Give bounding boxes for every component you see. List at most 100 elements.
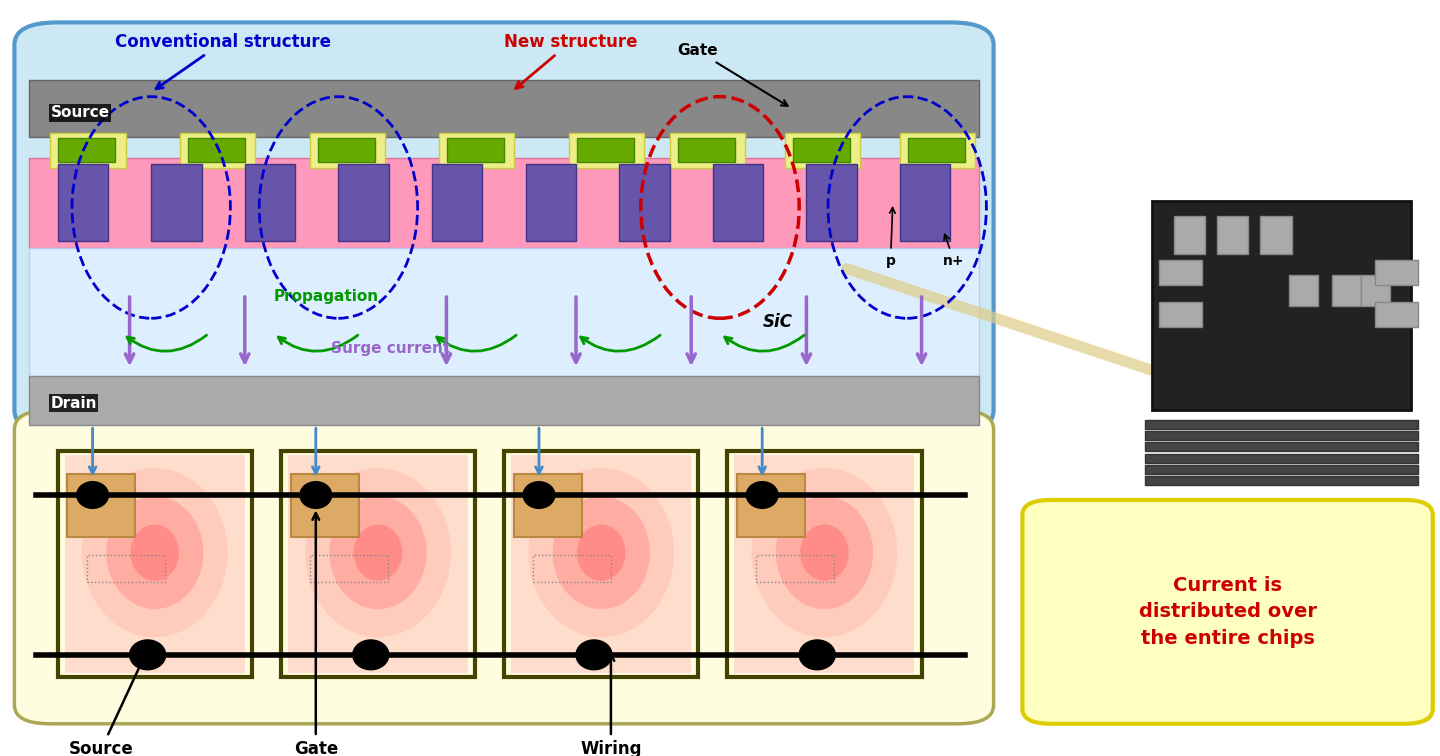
Bar <box>446 138 504 162</box>
Bar <box>58 451 252 677</box>
FancyBboxPatch shape <box>14 411 994 723</box>
Ellipse shape <box>553 496 649 609</box>
Bar <box>1174 216 1205 254</box>
Bar <box>576 138 634 162</box>
Ellipse shape <box>801 525 848 581</box>
Ellipse shape <box>131 525 179 581</box>
Bar <box>670 133 744 168</box>
Ellipse shape <box>82 468 228 637</box>
Bar <box>187 138 245 162</box>
Text: n+: n+ <box>943 234 965 268</box>
Bar <box>29 248 979 380</box>
Bar <box>29 376 979 426</box>
Bar <box>900 164 950 241</box>
Ellipse shape <box>130 640 166 670</box>
Bar <box>1159 302 1202 327</box>
Ellipse shape <box>752 468 897 637</box>
FancyBboxPatch shape <box>14 23 994 432</box>
Text: Source: Source <box>50 105 109 120</box>
Bar <box>713 164 763 241</box>
Bar <box>907 138 965 162</box>
Bar <box>756 555 834 582</box>
Bar <box>58 138 115 162</box>
Bar <box>1361 274 1390 306</box>
Bar <box>338 164 389 241</box>
Bar <box>29 80 979 138</box>
Text: Gate: Gate <box>294 513 338 756</box>
Bar <box>504 451 698 677</box>
Ellipse shape <box>305 468 451 637</box>
Text: Source: Source <box>69 660 143 756</box>
Text: Propagation: Propagation <box>274 289 379 304</box>
Bar <box>792 138 850 162</box>
Ellipse shape <box>107 496 203 609</box>
Text: New structure: New structure <box>504 33 638 88</box>
Text: p: p <box>886 208 896 268</box>
Bar <box>439 133 514 168</box>
Text: Surge current: Surge current <box>331 341 451 356</box>
Ellipse shape <box>353 640 389 670</box>
Bar <box>806 164 857 241</box>
Bar <box>785 133 860 168</box>
Text: Wiring: Wiring <box>580 654 642 756</box>
Ellipse shape <box>746 482 778 508</box>
Bar <box>288 455 468 673</box>
Bar <box>310 133 384 168</box>
Bar <box>533 555 611 582</box>
Bar <box>514 474 582 537</box>
Bar <box>1145 420 1418 429</box>
Text: SiC: SiC <box>763 313 793 331</box>
Bar <box>727 451 922 677</box>
Bar <box>1159 260 1202 285</box>
Text: Drain: Drain <box>50 396 96 411</box>
Ellipse shape <box>330 496 426 609</box>
Bar <box>1145 442 1418 451</box>
Ellipse shape <box>76 482 108 508</box>
Bar <box>526 164 576 241</box>
Bar <box>569 133 644 168</box>
Bar <box>86 555 164 582</box>
Ellipse shape <box>576 640 612 670</box>
Bar <box>1152 201 1411 411</box>
Bar <box>245 164 295 241</box>
Bar <box>737 474 805 537</box>
Bar <box>310 555 387 582</box>
Bar <box>1375 260 1418 285</box>
Bar <box>1145 465 1418 474</box>
Bar <box>511 455 691 673</box>
Bar <box>1145 431 1418 440</box>
Bar <box>281 451 475 677</box>
Text: Gate: Gate <box>677 43 788 106</box>
Bar <box>734 455 914 673</box>
Bar <box>900 133 975 168</box>
Bar <box>1289 274 1318 306</box>
Ellipse shape <box>577 525 625 581</box>
Ellipse shape <box>528 468 674 637</box>
Bar <box>317 138 374 162</box>
Bar <box>1375 302 1418 327</box>
Bar <box>291 474 359 537</box>
Ellipse shape <box>523 482 554 508</box>
Bar <box>1260 216 1292 254</box>
Bar <box>678 138 734 162</box>
Bar <box>1332 274 1361 306</box>
Bar <box>1145 476 1418 485</box>
Bar <box>1217 216 1248 254</box>
Bar <box>619 164 670 241</box>
Bar <box>180 133 255 168</box>
Bar <box>1145 454 1418 463</box>
FancyBboxPatch shape <box>1022 500 1433 723</box>
Text: Current is
distributed over
the entire chips: Current is distributed over the entire c… <box>1139 576 1316 648</box>
Bar <box>151 164 202 241</box>
Bar <box>65 455 245 673</box>
Bar <box>432 164 482 241</box>
Bar <box>29 158 979 248</box>
Bar <box>50 133 125 168</box>
Bar <box>58 164 108 241</box>
Ellipse shape <box>354 525 402 581</box>
Text: Conventional structure: Conventional structure <box>115 33 331 88</box>
Ellipse shape <box>799 640 835 670</box>
Ellipse shape <box>300 482 331 508</box>
Bar <box>68 474 135 537</box>
Ellipse shape <box>776 496 873 609</box>
